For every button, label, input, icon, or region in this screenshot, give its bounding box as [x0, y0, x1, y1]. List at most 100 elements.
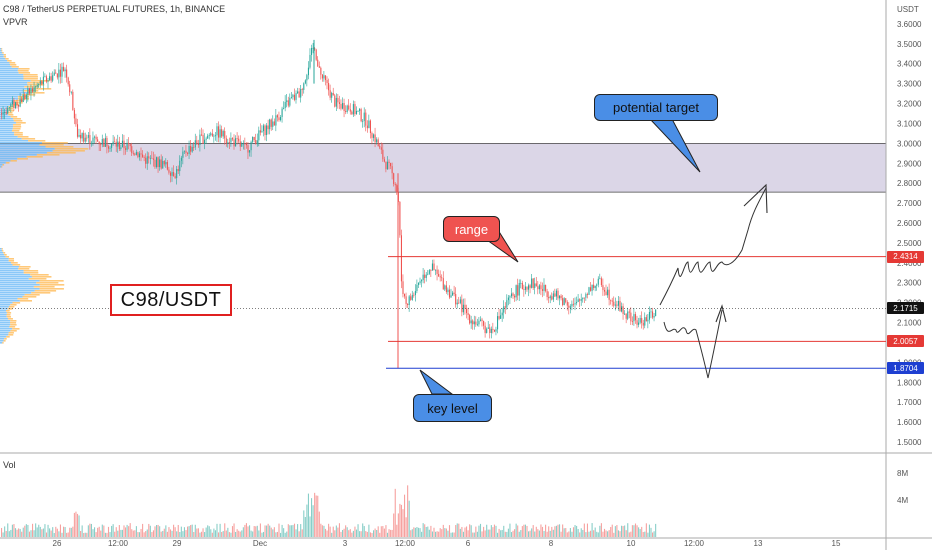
- volume-bar: [538, 530, 540, 537]
- volume-bar: [425, 527, 427, 537]
- price-tag-label: 2.0057: [887, 335, 924, 348]
- volume-bar: [252, 531, 254, 537]
- candle-body: [334, 95, 336, 107]
- vp-bar-buy: [0, 62, 10, 64]
- candle-body: [208, 134, 210, 136]
- volume-bar: [428, 529, 430, 537]
- vp-bar-sell: [15, 122, 26, 124]
- volume-bar: [546, 531, 548, 537]
- vp-bar-sell: [18, 72, 31, 74]
- vp-bar-buy: [0, 130, 13, 132]
- vp-bar-sell: [10, 262, 18, 264]
- volume-bar: [169, 529, 172, 537]
- candle-body: [315, 49, 317, 60]
- volume-bar: [624, 525, 626, 537]
- time-tick-label: Dec: [253, 539, 267, 548]
- volume-bar: [343, 528, 345, 537]
- vp-bar-buy: [0, 94, 22, 96]
- candle-body: [568, 305, 570, 308]
- candle-body: [388, 161, 390, 163]
- candle-body: [321, 74, 323, 79]
- volume-bar: [422, 523, 424, 537]
- vp-bar-buy: [0, 132, 15, 134]
- vp-bar-buy: [0, 142, 43, 144]
- vp-bar-buy: [0, 146, 46, 148]
- volume-bar: [140, 528, 142, 537]
- volume-bar: [569, 528, 571, 537]
- candle-body: [239, 141, 241, 147]
- candle-body: [652, 311, 654, 318]
- candle-body: [42, 76, 44, 85]
- candle-body: [538, 285, 540, 290]
- volume-bar: [14, 528, 17, 537]
- candle-body: [363, 112, 365, 121]
- candle-body: [27, 88, 29, 96]
- candle-body: [613, 301, 615, 306]
- volume-bar: [566, 532, 568, 537]
- vp-bar-sell: [10, 160, 17, 162]
- candle-body: [655, 309, 657, 317]
- candle-body: [2, 112, 4, 115]
- volume-bar: [292, 525, 294, 537]
- volume-bar: [280, 532, 282, 537]
- price-tick-label: 1.8000: [897, 378, 922, 387]
- candle-body: [261, 131, 263, 133]
- candle-body: [444, 285, 446, 290]
- volume-bar: [613, 532, 615, 537]
- volume-bar: [577, 528, 579, 537]
- candle-body: [301, 89, 303, 90]
- candle-body: [128, 142, 130, 144]
- price-tag-label: 1.8704: [887, 362, 924, 375]
- volume-bar: [28, 531, 30, 537]
- candle-body: [202, 134, 204, 144]
- volume-bar: [355, 529, 358, 537]
- volume-bar: [326, 530, 328, 537]
- candle-body: [312, 47, 314, 49]
- volume-tick-label: 8M: [897, 469, 908, 478]
- volume-bar: [380, 526, 382, 537]
- vp-bar-sell: [3, 56, 7, 58]
- candle-body: [492, 328, 494, 330]
- candle-body: [224, 131, 226, 139]
- volume-bar: [565, 528, 567, 537]
- candle-body: [100, 144, 102, 146]
- candle-body: [597, 278, 599, 285]
- volume-bar: [52, 527, 54, 537]
- vp-bar-buy: [0, 64, 11, 66]
- volume-bar: [114, 531, 116, 537]
- candle-body: [309, 54, 311, 68]
- volume-bar: [631, 525, 633, 537]
- candle-body: [22, 94, 24, 102]
- candle-body: [289, 97, 291, 106]
- candle-body: [385, 161, 387, 170]
- volume-bar: [621, 525, 623, 537]
- candle-body: [445, 285, 447, 293]
- candle-body: [140, 153, 142, 155]
- vp-bar-sell: [22, 296, 37, 298]
- candle-body: [244, 143, 246, 145]
- volume-bar: [334, 530, 336, 537]
- vp-bar-buy: [0, 58, 6, 60]
- volume-bar: [583, 523, 585, 537]
- candle-body: [250, 141, 252, 151]
- volume-bar: [21, 531, 23, 537]
- candle-body: [619, 300, 621, 312]
- volume-bar: [33, 530, 35, 537]
- volume-bar: [61, 532, 63, 537]
- key-level-pointer: [419, 369, 454, 395]
- vp-bar-sell: [9, 322, 17, 324]
- candle-body: [628, 311, 630, 313]
- candle-body: [66, 69, 68, 78]
- volume-bar: [557, 524, 559, 537]
- vp-bar-buy: [0, 110, 9, 112]
- volume-bar: [461, 526, 463, 537]
- volume-bar: [44, 524, 46, 537]
- volume-bar: [366, 531, 368, 537]
- volume-bar: [486, 524, 488, 537]
- volume-bar: [151, 532, 153, 537]
- candle-body: [270, 119, 272, 127]
- candle-body: [413, 294, 415, 296]
- volume-bar: [315, 495, 317, 537]
- vp-bar-sell: [33, 286, 55, 288]
- volume-bar: [239, 531, 241, 537]
